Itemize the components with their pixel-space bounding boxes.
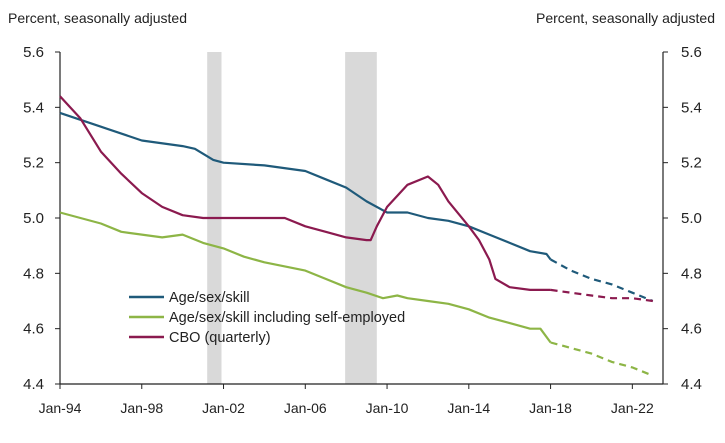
y-tick-label-right: 4.4 xyxy=(681,376,702,393)
series-line-1 xyxy=(59,111,552,261)
x-tick-label: Jan-02 xyxy=(202,400,245,416)
y-tick-label-left: 4.6 xyxy=(23,321,44,338)
series-projection-3 xyxy=(550,288,653,303)
y-tick-label-right: 4.6 xyxy=(681,321,702,338)
x-tick-label: Jan-18 xyxy=(529,400,572,416)
recession-bar-2 xyxy=(345,52,377,384)
series-group xyxy=(59,95,654,377)
x-tick-label: Jan-94 xyxy=(39,400,82,416)
y-tick-label-left: 5.2 xyxy=(23,155,44,172)
series-projection-2 xyxy=(550,341,654,377)
y-tick-label-right: 5.6 xyxy=(681,44,702,61)
y-tick-label-right: 5.0 xyxy=(681,210,702,227)
x-tick-label: Jan-98 xyxy=(120,400,163,416)
series-line-3 xyxy=(59,95,551,291)
y-tick-label-left: 4.4 xyxy=(23,376,44,393)
y-tick-label-left: 5.6 xyxy=(23,44,44,61)
legend-label-2: Age/sex/skill including self-employed xyxy=(169,310,405,326)
legend: Age/sex/skill Age/sex/skill including sel… xyxy=(129,290,405,346)
x-tick-label: Jan-22 xyxy=(611,400,654,416)
y-tick-label-left: 5.4 xyxy=(23,99,44,116)
y-tick-label-right: 5.2 xyxy=(681,155,702,172)
series-line-2 xyxy=(59,211,552,344)
x-tick-label: Jan-06 xyxy=(284,400,327,416)
y-tick-label-left: 4.8 xyxy=(23,265,44,282)
legend-label-3: CBO (quarterly) xyxy=(169,330,271,346)
x-tick-label: Jan-14 xyxy=(447,400,490,416)
left-axis-label: Percent, seasonally adjusted xyxy=(8,10,187,26)
right-axis-label: Percent, seasonally adjusted xyxy=(536,10,715,26)
y-tick-label-right: 4.8 xyxy=(681,265,702,282)
x-tick-label: Jan-10 xyxy=(366,400,409,416)
legend-label-1: Age/sex/skill xyxy=(169,290,250,306)
y-tick-label-right: 5.4 xyxy=(681,99,702,116)
axes-group: 5.6 5.6 5.4 5.4 5.2 5.2 5.0 5.0 4.8 4.8 4.6 4.6 4.4 4… xyxy=(23,44,702,416)
y-tick-label-left: 5.0 xyxy=(23,210,44,227)
